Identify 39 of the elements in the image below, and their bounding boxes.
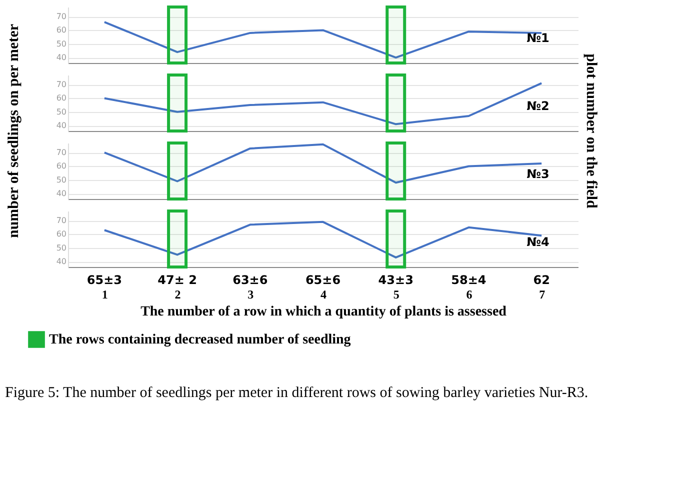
series-label: №4 [526,234,550,249]
x-tick-label: 1 [102,288,108,302]
text: 43±3 [378,273,414,287]
x-tick-label: 4 [320,288,326,302]
y-tick-label: 60 [56,162,66,171]
y-tick-label: 70 [56,80,66,90]
y-axis-title: number of seedlings on per meter [6,24,22,238]
y-tick-label: 60 [56,94,66,103]
y-tick-label: 40 [56,257,66,266]
text: 58±4 [451,273,486,287]
y-tick-label: 50 [56,39,66,48]
text: 65±3 [86,273,122,287]
y-tick-label: 50 [56,243,66,252]
x-tick-label: 3 [248,288,254,302]
y-tick-label: 70 [56,216,66,226]
text: 62 [533,273,550,287]
text: 47± 2 [158,273,197,287]
x-tick-label: 7 [539,288,546,302]
y-tick-label: 70 [56,12,66,22]
caption: Figure 5: The number of seedlings per meter in different rows of sowing barley varieties Nur-R3. [5,385,588,401]
series-label: №1 [526,30,550,45]
text: 63±6 [232,273,268,287]
y-tick-label: 40 [56,189,66,198]
x-tick-label: 2 [174,288,181,302]
y-tick-label: 70 [56,148,66,158]
x-tick-label: 5 [393,288,400,302]
y-tick-label: 40 [56,53,66,62]
y-tick-label: 60 [56,230,66,239]
y-tick-label: 50 [56,107,66,116]
text: 65±6 [305,273,341,287]
series-label: №2 [526,98,550,113]
y-tick-label: 40 [56,121,66,130]
y2-axis-title: plot number on the field [583,54,599,210]
x-axis-title: The number of a row in which a quantity of plants is assessed [140,304,507,320]
legend-label: The rows containing decreased number of seedling [49,332,351,348]
series-label: №3 [526,166,550,181]
x-tick-label: 6 [466,288,472,302]
y-tick-label: 60 [56,26,66,35]
y-tick-label: 50 [56,175,66,184]
